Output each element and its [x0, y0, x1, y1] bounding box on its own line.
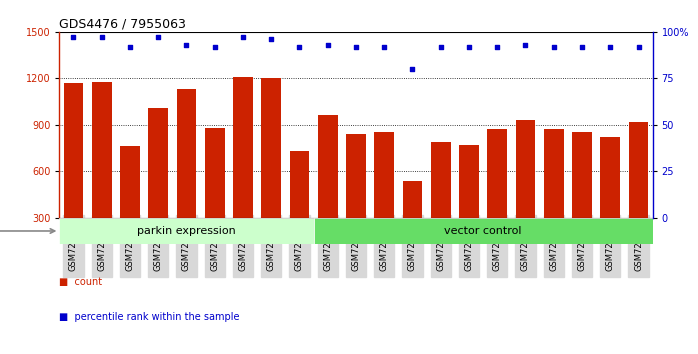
Point [209, 44, 221, 50]
Point [181, 42, 192, 48]
Text: GDS4476 / 7955063: GDS4476 / 7955063 [59, 18, 186, 31]
Point [633, 44, 644, 50]
Bar [600, 137, 620, 218]
Point [378, 44, 389, 50]
Point [548, 44, 559, 50]
Point [491, 44, 503, 50]
Bar [431, 142, 451, 218]
Point [604, 44, 616, 50]
Point [435, 44, 446, 50]
Bar [459, 145, 479, 218]
Point [153, 35, 164, 40]
Text: ■  count: ■ count [59, 277, 103, 287]
Point [96, 35, 107, 40]
Bar [318, 115, 338, 218]
Bar [313, 218, 653, 244]
Point [463, 44, 475, 50]
Bar [516, 120, 535, 218]
Bar [629, 122, 648, 218]
Point [577, 44, 588, 50]
Text: protocol: protocol [0, 226, 54, 236]
Text: vector control: vector control [445, 226, 522, 236]
Point [322, 42, 334, 48]
Bar [64, 83, 83, 218]
Text: ■  percentile rank within the sample: ■ percentile rank within the sample [59, 312, 240, 322]
Bar [572, 132, 592, 218]
Bar [92, 82, 112, 218]
Point [237, 35, 248, 40]
Bar [177, 89, 196, 218]
Bar [487, 130, 507, 218]
Point [68, 35, 79, 40]
Bar [544, 130, 563, 218]
Bar [261, 78, 281, 218]
Bar [403, 181, 422, 218]
Bar [59, 218, 313, 244]
Bar [233, 77, 253, 218]
Bar [346, 134, 366, 218]
Point [520, 42, 531, 48]
Point [294, 44, 305, 50]
Point [266, 36, 277, 42]
Bar [148, 108, 168, 218]
Bar [290, 151, 309, 218]
Point [124, 44, 135, 50]
Bar [374, 132, 394, 218]
Bar [120, 147, 140, 218]
Text: parkin expression: parkin expression [137, 226, 236, 236]
Point [407, 66, 418, 72]
Point [350, 44, 362, 50]
Bar [205, 128, 225, 218]
